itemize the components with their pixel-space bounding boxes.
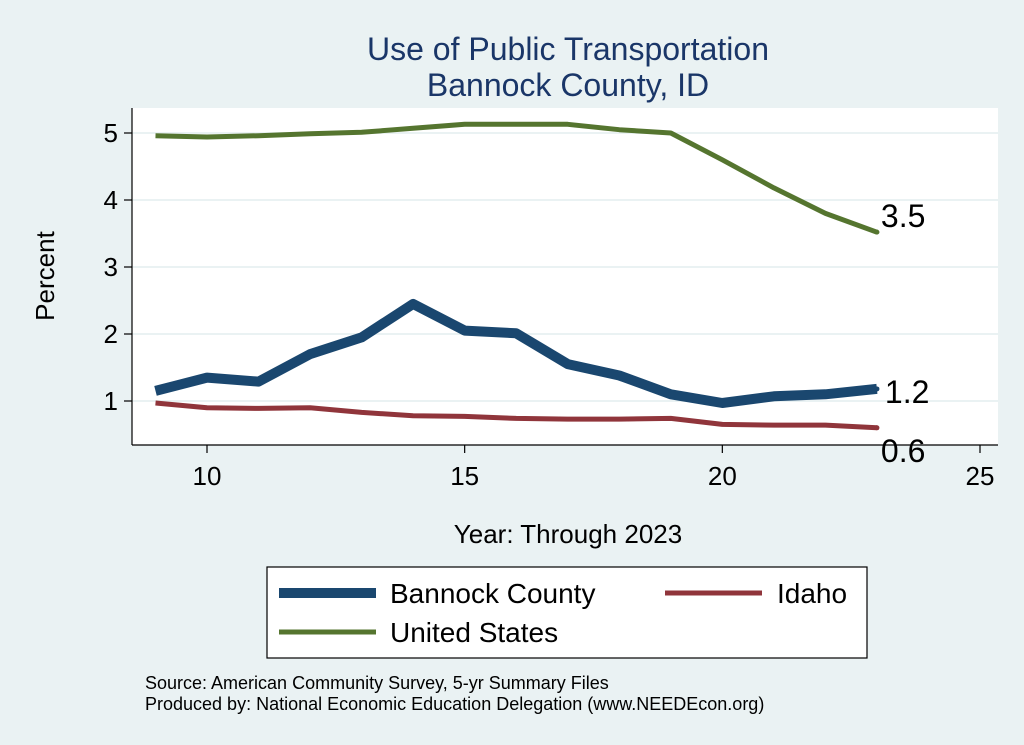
legend-label-idaho: Idaho xyxy=(777,578,847,609)
y-axis-title: Percent xyxy=(30,230,60,320)
chart-title-line-1: Use of Public Transportation xyxy=(367,31,769,67)
axes: 1 2 3 4 5 10 15 20 25 xyxy=(104,108,998,491)
x-tick-label-25: 25 xyxy=(966,461,995,491)
end-label-bannock-county: 1.2 xyxy=(885,374,929,410)
y-tick-label-4: 4 xyxy=(104,185,118,215)
series-line-united-states xyxy=(155,121,878,235)
x-tick-label-15: 15 xyxy=(450,461,479,491)
end-label-united-states: 3.5 xyxy=(881,198,925,234)
end-point-bannock-county xyxy=(874,386,880,392)
legend-item-idaho: Idaho xyxy=(665,578,847,609)
y-tick-label-2: 2 xyxy=(104,319,118,349)
x-axis-title: Year: Through 2023 xyxy=(454,519,682,549)
chart-title-line-2: Bannock County, ID xyxy=(427,67,709,103)
gridlines xyxy=(132,132,998,402)
legend-item-bannock: Bannock County xyxy=(279,578,595,609)
end-point-idaho xyxy=(874,425,880,431)
y-tick-label-3: 3 xyxy=(104,252,118,282)
series-line-bannock-county xyxy=(154,298,878,408)
x-tick-label-20: 20 xyxy=(708,461,737,491)
legend-label-bannock: Bannock County xyxy=(390,578,595,609)
legend-label-us: United States xyxy=(390,617,558,648)
source-note: Source: American Community Survey, 5-yr … xyxy=(145,673,609,693)
x-tick-label-10: 10 xyxy=(193,461,222,491)
legend: Bannock County Idaho United States xyxy=(266,566,868,659)
end-label-idaho: 0.6 xyxy=(881,433,925,469)
y-tick-label-1: 1 xyxy=(104,386,118,416)
legend-item-us: United States xyxy=(279,617,558,648)
series-lines xyxy=(154,121,880,431)
legend-box xyxy=(266,566,868,659)
series-line-idaho xyxy=(155,400,878,431)
producer-note: Produced by: National Economic Education… xyxy=(145,694,764,714)
y-tick-label-5: 5 xyxy=(104,118,118,148)
end-point-united-states xyxy=(874,229,880,235)
end-labels: 1.2 0.6 3.5 xyxy=(881,198,929,469)
